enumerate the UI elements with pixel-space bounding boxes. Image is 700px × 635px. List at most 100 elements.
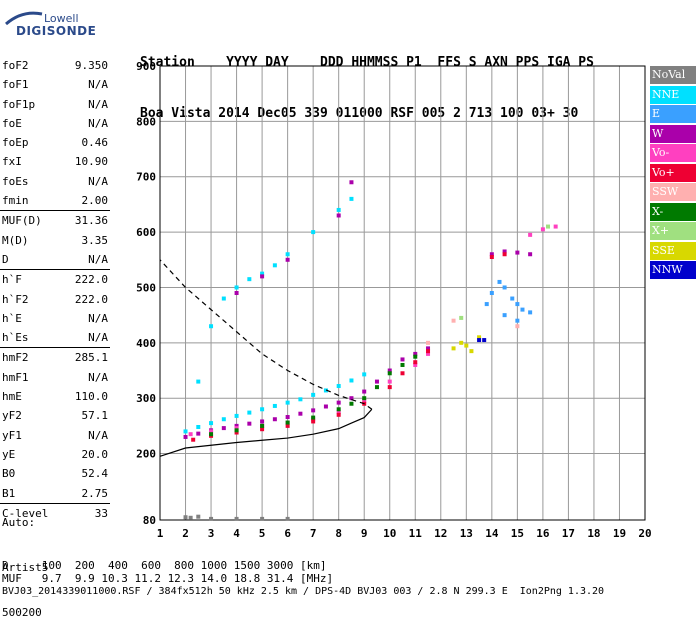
data-point <box>502 252 507 257</box>
data-point <box>459 315 464 320</box>
param-row: foEs N/A <box>0 172 110 191</box>
data-point <box>209 432 214 437</box>
data-point <box>191 437 196 442</box>
param-value: N/A <box>88 97 108 111</box>
data-point <box>272 263 277 268</box>
param-label: foEs <box>2 174 29 188</box>
param-label: hmF1 <box>2 370 29 384</box>
data-point <box>234 291 239 295</box>
data-point <box>515 318 520 323</box>
y-tick-label: 600 <box>136 226 156 239</box>
param-label: yE <box>2 447 16 461</box>
data-point <box>285 516 290 521</box>
data-point <box>459 340 464 345</box>
y-tick-label: 200 <box>136 448 156 461</box>
param-label: B0 <box>2 467 16 481</box>
x-tick-label: 19 <box>613 527 626 540</box>
auto-label: Auto: <box>2 516 36 529</box>
param-label: h`F <box>2 273 22 287</box>
x-tick-label: 18 <box>587 527 600 540</box>
data-point <box>482 338 487 343</box>
data-point <box>336 410 341 415</box>
data-point <box>234 428 239 433</box>
data-point <box>426 349 431 354</box>
x-tick-label: 8 <box>335 527 342 540</box>
auto-code: 500200 <box>2 606 42 619</box>
param-value: 33 <box>94 506 108 520</box>
param-label: h`F2 <box>2 292 29 306</box>
param-row: foF2 9.350 <box>0 56 110 75</box>
param-label: h`Es <box>2 331 29 345</box>
data-point <box>426 346 431 351</box>
data-point <box>413 351 418 356</box>
data-point <box>515 302 520 307</box>
data-point <box>400 357 405 362</box>
data-point <box>234 285 239 290</box>
legend-item: X+ <box>650 222 696 240</box>
profile-curve <box>159 408 373 457</box>
data-point <box>311 230 316 235</box>
data-point <box>362 389 367 394</box>
param-value: N/A <box>88 428 108 442</box>
data-point <box>196 424 201 429</box>
param-value: N/A <box>88 311 108 325</box>
legend-item: NNW <box>650 261 696 279</box>
param-value: 2.00 <box>81 194 109 208</box>
data-point <box>272 417 277 422</box>
param-value: N/A <box>88 252 108 266</box>
footer-file-row: BVJ03_2014339011000.RSF / 384fx512h 50 k… <box>2 586 605 597</box>
param-value: 285.1 <box>74 351 108 365</box>
param-value: 52.4 <box>81 467 109 481</box>
x-tick-label: 15 <box>511 527 524 540</box>
data-point <box>260 271 265 276</box>
x-tick-label: 7 <box>310 527 317 540</box>
data-point <box>247 421 252 426</box>
data-point <box>362 396 367 401</box>
logo: Lowell DIGISONDE <box>4 8 134 48</box>
param-label: hmF2 <box>2 351 29 365</box>
footer-muf-row: MUF 9.7 9.9 10.3 11.2 12.3 14.0 18.8 31.… <box>2 572 334 585</box>
data-point <box>477 335 482 340</box>
data-point <box>464 343 469 348</box>
data-point <box>362 398 367 403</box>
param-row: foEp 0.46 <box>0 133 110 152</box>
data-point <box>387 371 392 376</box>
data-point <box>234 426 239 431</box>
param-row: D N/A <box>0 250 110 269</box>
data-point <box>260 516 265 521</box>
data-point <box>188 432 193 437</box>
data-point <box>387 368 392 373</box>
param-row: B1 2.75 <box>0 484 110 503</box>
data-point <box>183 434 188 439</box>
data-point <box>234 413 239 418</box>
logo-swoosh-icon <box>5 11 43 26</box>
data-point <box>285 252 290 257</box>
legend-item: E <box>650 105 696 123</box>
param-value: 110.0 <box>74 390 108 404</box>
param-value: 31.36 <box>74 214 108 228</box>
param-value: 20.0 <box>81 447 109 461</box>
param-label: C-level <box>2 506 49 520</box>
param-value: 222.0 <box>74 292 108 306</box>
param-separator <box>0 347 110 349</box>
param-value: 9.350 <box>74 59 108 72</box>
param-value: 2.75 <box>81 486 109 500</box>
y-tick-label: 500 <box>136 281 156 294</box>
data-point <box>183 515 188 520</box>
header-row2: Boa Vista 2014 Dec05 339 011000 RSF 005 … <box>140 106 579 121</box>
data-point <box>260 419 265 424</box>
data-point <box>349 180 354 185</box>
param-separator <box>0 269 110 271</box>
x-tick-label: 17 <box>562 527 575 540</box>
param-row: h`E N/A <box>0 309 110 328</box>
data-point <box>221 296 226 301</box>
param-row: yF1 N/A <box>0 426 110 445</box>
data-point <box>349 378 354 383</box>
x-tick-label: 1 <box>157 527 164 540</box>
ionogram-chart: 1 2 3 4 5 6 7 8 9 10 11 12 13 14 15 16 17 18 19 20802003004… <box>136 60 652 540</box>
data-point <box>260 427 265 432</box>
param-label: foE <box>2 116 22 130</box>
param-label: D <box>2 252 9 266</box>
data-point <box>196 514 201 519</box>
data-point <box>528 232 533 237</box>
